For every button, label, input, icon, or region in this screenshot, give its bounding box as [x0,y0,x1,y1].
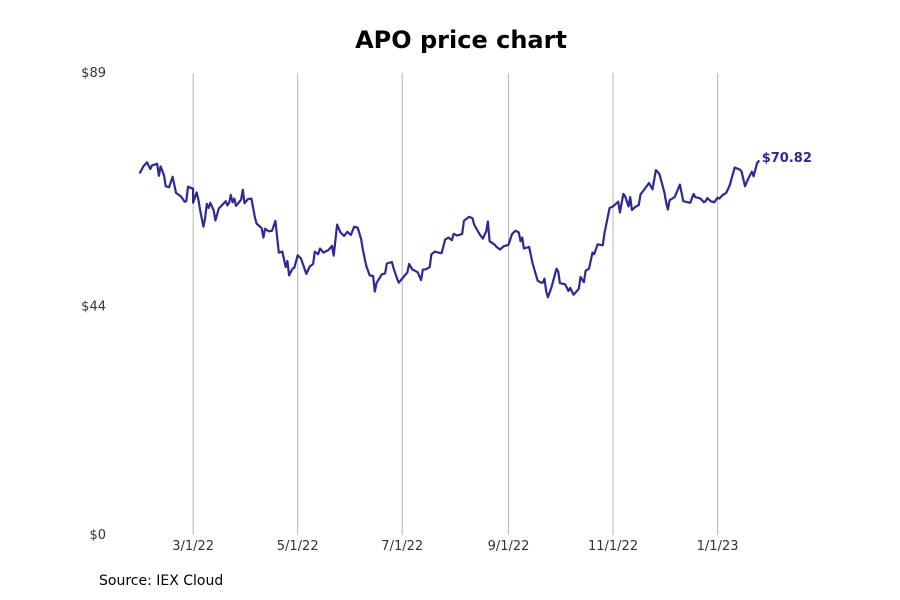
x-tick-label: 7/1/22 [381,539,423,554]
y-tick-label: $44 [81,300,106,315]
y-tick-label: $0 [89,528,106,543]
grid-lines [192,73,719,535]
x-tick-label: 5/1/22 [277,539,319,554]
y-tick-label: $89 [81,66,106,81]
last-price-label: $70.82 [762,151,812,166]
x-axis-ticks: 3/1/22 5/1/22 7/1/22 9/1/22 11/1/22 1/1/23 [172,539,738,554]
x-tick-label: 1/1/23 [697,539,739,554]
source-note: Source: IEX Cloud [99,573,224,589]
price-series-line [138,160,760,299]
chart-title: APO price chart [355,26,567,54]
y-axis-ticks: $89 $44 $0 [81,66,106,543]
x-tick-label: 11/1/22 [588,539,638,554]
x-tick-label: 3/1/22 [172,539,214,554]
x-tick-label: 9/1/22 [488,539,530,554]
